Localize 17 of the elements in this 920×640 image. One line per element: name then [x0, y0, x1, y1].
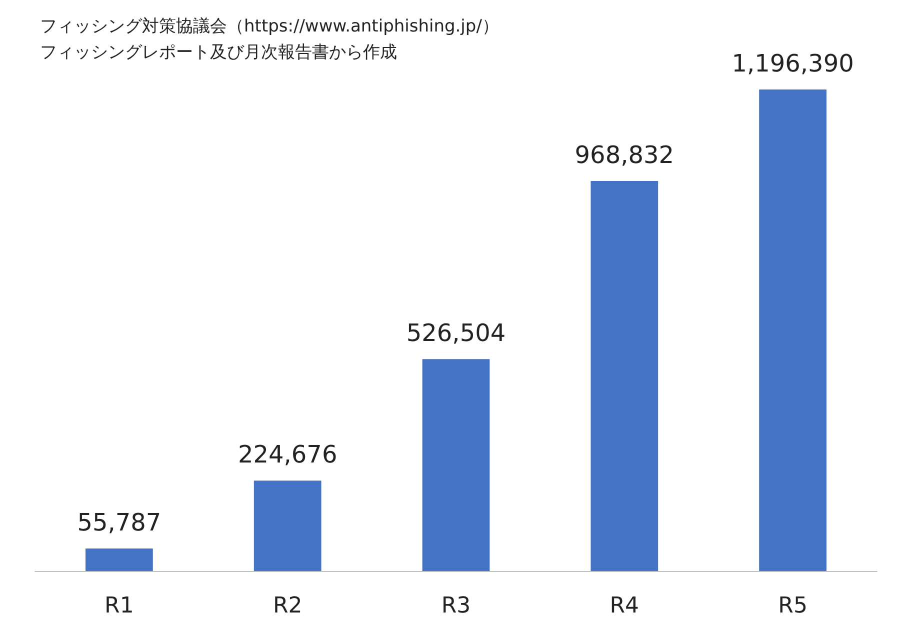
data-label: 968,832 [574, 141, 674, 170]
x-tick-label: R5 [778, 594, 808, 618]
x-tick-label: R3 [441, 594, 471, 618]
bar [759, 89, 826, 571]
data-label: 224,676 [238, 440, 338, 469]
data-label: 1,196,390 [732, 49, 854, 78]
text: フィッシング対策協議会（https://www.antiphishing.jp/） [40, 16, 499, 36]
bar [86, 548, 153, 571]
data-label: 526,504 [406, 319, 506, 348]
bar [590, 181, 658, 571]
x-tick-label: R4 [610, 594, 640, 618]
x-tick-label: R1 [104, 594, 134, 618]
bar [422, 359, 490, 571]
bar [254, 480, 322, 571]
data-label: 55,787 [77, 508, 162, 537]
text: フィッシングレポート及び月次報告書から作成 [40, 42, 397, 62]
x-tick-label: R2 [272, 594, 302, 618]
